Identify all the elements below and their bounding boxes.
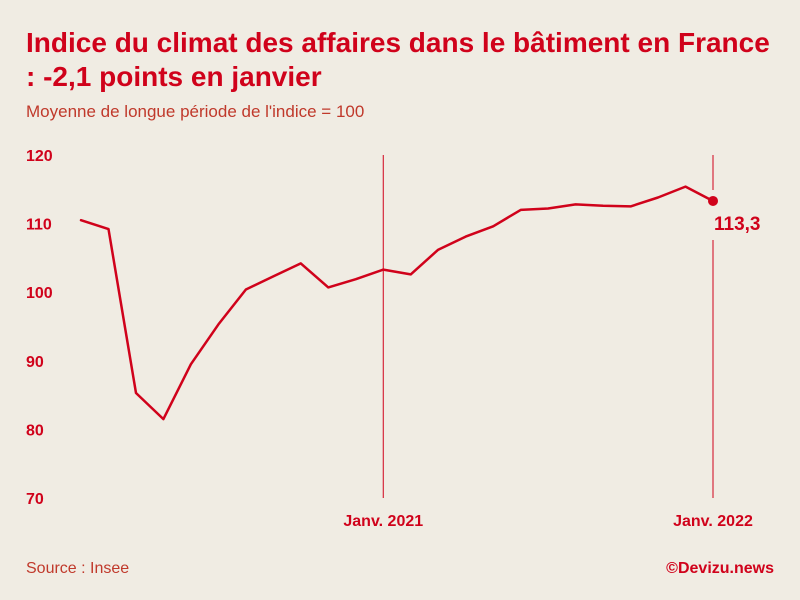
last-data-point xyxy=(708,195,718,206)
source-note: Source : Insee xyxy=(26,560,130,577)
chart-title: Indice du climat des affaires dans le bâ… xyxy=(26,27,770,92)
y-tick-label: 70 xyxy=(26,491,44,508)
chart-subtitle: Moyenne de longue période de l'indice = … xyxy=(26,102,365,121)
y-tick-label: 110 xyxy=(26,217,52,234)
x-tick-label: Janv. 2022 xyxy=(673,513,753,530)
y-tick-label: 90 xyxy=(26,354,44,371)
credit: ©Devizu.news xyxy=(666,560,774,577)
last-value-label: 113,3 xyxy=(714,214,761,235)
y-tick-label: 120 xyxy=(26,148,53,165)
y-tick-label: 100 xyxy=(26,285,53,302)
series-line xyxy=(79,185,715,421)
y-tick-label: 80 xyxy=(26,422,44,439)
x-tick-label: Janv. 2021 xyxy=(343,513,423,530)
